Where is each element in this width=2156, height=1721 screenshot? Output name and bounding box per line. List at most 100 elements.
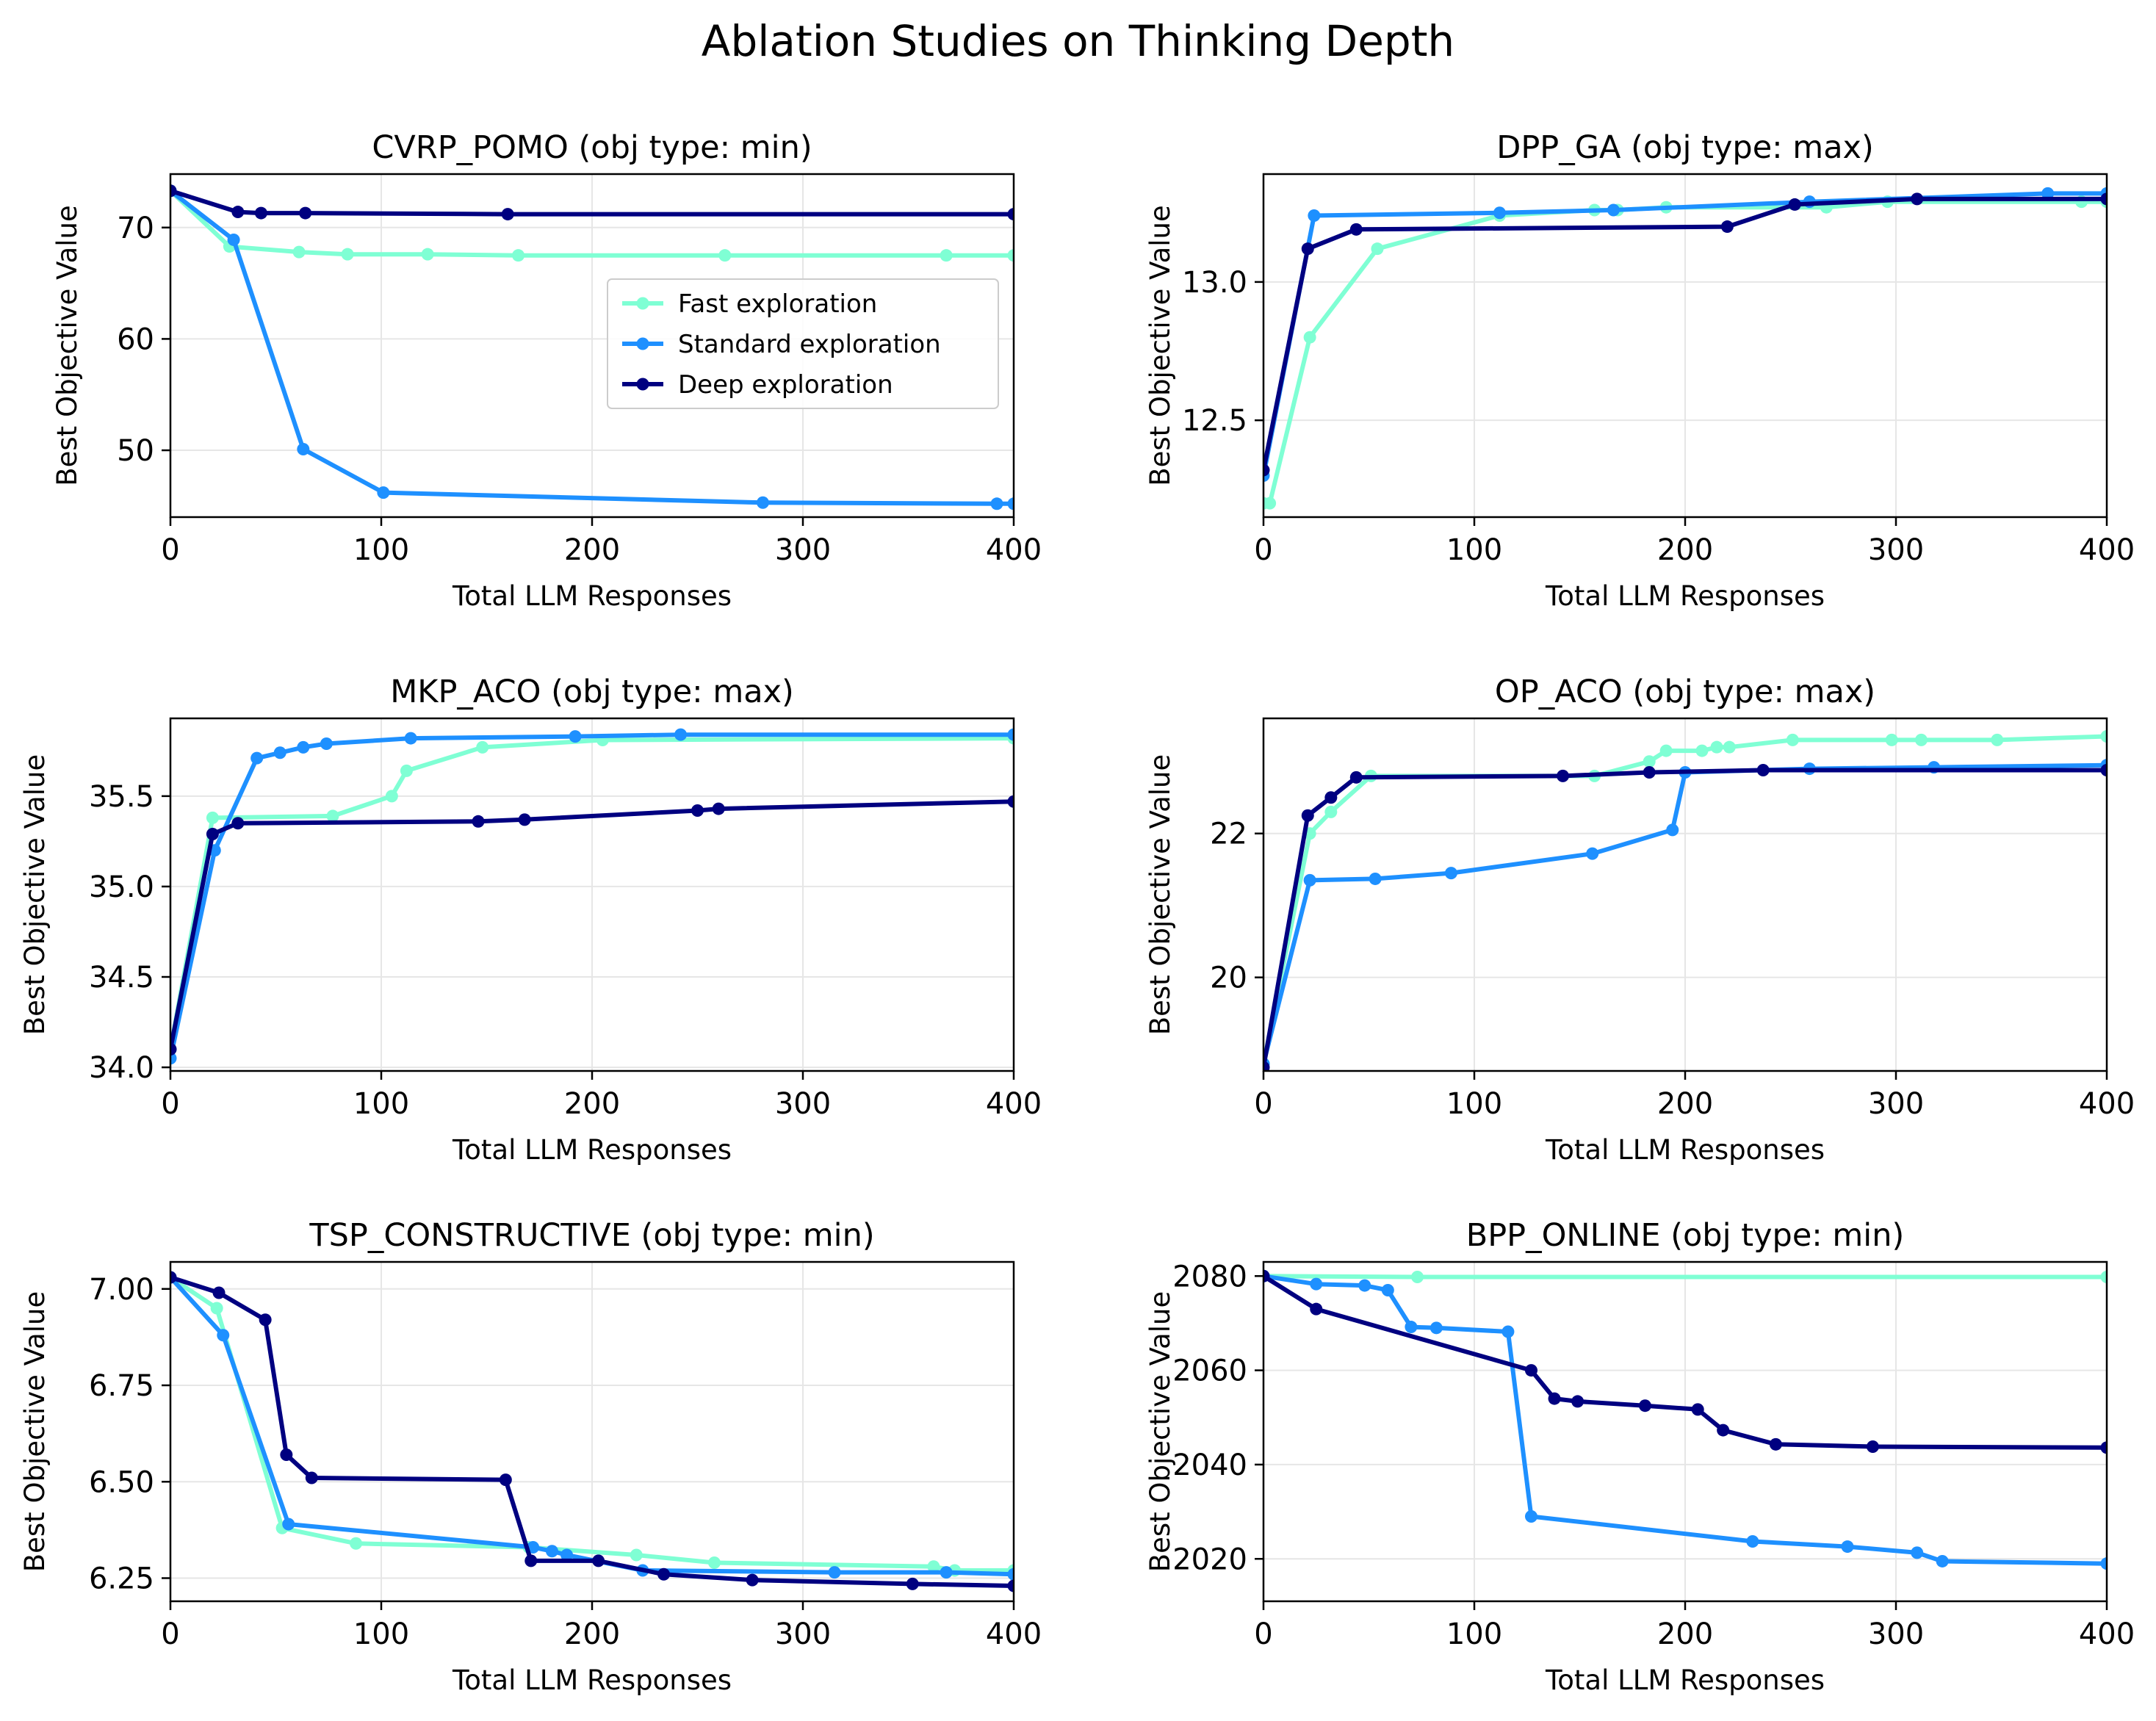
x-tick-label: 0	[1254, 1087, 1272, 1121]
series-deep	[1263, 764, 2107, 1071]
data-point-deep	[1643, 765, 1656, 779]
x-tick-label: 100	[353, 1087, 409, 1121]
data-point-fast	[350, 1537, 363, 1550]
series-deep	[1263, 192, 2107, 477]
y-tick-label: 2040	[1172, 1448, 1247, 1482]
data-point-deep	[1310, 1302, 1323, 1316]
data-point-standard	[217, 1329, 230, 1342]
data-point-fast	[707, 1556, 721, 1569]
x-tick-label: 300	[1868, 1617, 1924, 1651]
data-point-standard	[828, 1566, 841, 1579]
data-point-deep	[1263, 1061, 1270, 1071]
subplot-title: OP_ACO (obj type: max)	[1495, 674, 1875, 710]
legend-label-fast: Fast exploration	[678, 289, 877, 319]
x-tick-label: 100	[1446, 1617, 1502, 1651]
data-point-fast	[630, 1548, 643, 1562]
data-point-standard	[1308, 209, 1321, 222]
x-tick-label: 100	[353, 533, 409, 567]
subplot-title: DPP_GA (obj type: max)	[1496, 129, 1874, 166]
data-point-deep	[170, 184, 177, 198]
data-point-standard	[940, 1566, 953, 1579]
data-point-fast	[292, 245, 306, 259]
data-point-standard	[1405, 1321, 1418, 1334]
data-point-fast	[1659, 744, 1673, 757]
data-point-deep	[1007, 208, 1014, 221]
chart-panel-3: 0 100 200 300 400 34.0 34.5 35.0 35.5 MKP_ACO (ob…	[19, 674, 1042, 1166]
x-axis-label: Total LLM Responses	[1545, 580, 1825, 612]
x-tick-label: 0	[1254, 533, 1272, 567]
y-tick-label: 34.5	[89, 961, 154, 995]
data-point-deep	[746, 1573, 759, 1587]
data-point-standard	[1501, 1325, 1515, 1338]
y-tick-label: 20	[1210, 961, 1247, 995]
x-tick-label: 0	[161, 533, 179, 567]
x-tick-label: 200	[564, 1087, 620, 1121]
data-point-deep	[1717, 1424, 1730, 1437]
data-point-fast	[400, 764, 413, 777]
data-point-standard	[1524, 1510, 1537, 1523]
data-point-deep	[1301, 809, 1314, 822]
y-tick-label: 70	[117, 212, 154, 245]
data-point-standard	[1493, 206, 1506, 220]
y-tick-label: 7.00	[89, 1273, 154, 1307]
x-tick-label: 400	[986, 1087, 1042, 1121]
data-point-deep	[1866, 1440, 1879, 1454]
subplot-title: MKP_ACO (obj type: max)	[390, 674, 794, 710]
data-point-deep	[1007, 795, 1014, 808]
y-tick-label: 2060	[1172, 1354, 1247, 1388]
data-point-standard	[569, 730, 582, 743]
data-point-deep	[1571, 1395, 1584, 1408]
legend-marker-deep	[636, 378, 649, 391]
data-point-fast	[1643, 755, 1656, 768]
x-tick-label: 300	[775, 1617, 831, 1651]
data-point-deep	[206, 828, 219, 841]
series-deep	[170, 1271, 1014, 1592]
x-tick-label: 300	[1868, 533, 1924, 567]
data-point-deep	[501, 208, 514, 221]
data-point-fast	[1303, 331, 1316, 344]
data-point-deep	[524, 1554, 538, 1567]
x-axis-label: Total LLM Responses	[452, 580, 732, 612]
series-line-deep	[170, 188, 1014, 217]
data-point-fast	[1324, 805, 1338, 818]
data-point-deep	[305, 1471, 318, 1484]
data-point-deep	[1756, 764, 1770, 777]
series-deep	[170, 795, 1014, 1056]
series-line-fast	[1263, 1274, 2107, 1280]
y-tick-label: 34.0	[89, 1051, 154, 1085]
y-axis-label: Best Objective Value	[19, 1291, 51, 1573]
data-point-standard	[1381, 1284, 1394, 1296]
data-point-deep	[499, 1473, 512, 1487]
series-deep	[1263, 1269, 2107, 1454]
y-tick-label: 60	[117, 322, 154, 356]
data-point-standard	[545, 1545, 558, 1558]
data-point-fast	[940, 249, 953, 262]
y-tick-label: 35.0	[89, 870, 154, 904]
data-point-fast	[718, 249, 732, 262]
data-point-fast	[1723, 740, 1736, 754]
data-point-deep	[1263, 1269, 1270, 1282]
x-axis-label: Total LLM Responses	[1545, 1134, 1825, 1166]
data-point-deep	[1007, 1579, 1014, 1592]
y-tick-label: 6.50	[89, 1465, 154, 1499]
legend-box	[607, 278, 999, 409]
x-axis-label: Total LLM Responses	[452, 1664, 732, 1696]
data-point-deep	[2100, 764, 2107, 777]
data-point-deep	[1324, 791, 1338, 804]
data-point-standard	[273, 746, 286, 760]
data-point-fast	[206, 811, 219, 824]
data-point-standard	[1429, 1321, 1443, 1335]
data-point-standard	[1303, 873, 1316, 887]
data-point-standard	[1007, 1567, 1014, 1581]
data-point-deep	[2100, 192, 2107, 206]
x-tick-label: 300	[775, 533, 831, 567]
data-point-deep	[691, 804, 704, 818]
subplot-title: CVRP_POMO (obj type: min)	[372, 129, 812, 166]
data-point-fast	[2100, 1271, 2107, 1284]
data-point-deep	[1301, 242, 1314, 256]
data-point-standard	[674, 728, 688, 741]
data-point-deep	[170, 1271, 177, 1284]
x-tick-label: 300	[1868, 1087, 1924, 1121]
data-point-standard	[1007, 728, 1014, 741]
